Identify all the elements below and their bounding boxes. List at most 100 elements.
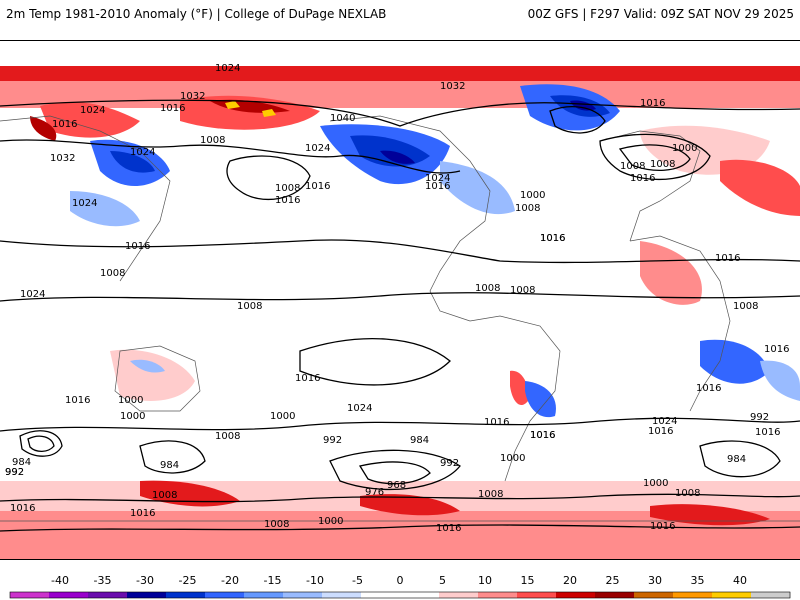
isobar-label: 1008 [152, 490, 177, 501]
south-america-coast [469, 315, 561, 482]
legend-bar-outline [9, 591, 791, 599]
isobar-label: 1008 [675, 488, 700, 499]
legend-color-swatch [244, 592, 284, 598]
isobar-label: 1016 [715, 253, 740, 264]
isobar-label: 1016 [640, 98, 665, 109]
legend-color-swatch [361, 592, 401, 598]
middle-east-warm [720, 159, 800, 216]
isobar-1016-antarctic [0, 524, 800, 532]
map-panel[interactable]: 1024 1032 1016 1008 1040 1024 1016 1032 … [0, 40, 800, 560]
color-legend: -40 -35 -30 -25 -20 -15 -10 -5 0 5 10 15 20 25 30 35 40 [0, 570, 800, 600]
legend-color-swatch [517, 592, 557, 598]
isobar-label: 1008 [620, 161, 645, 172]
siberia-extreme-warm [225, 101, 240, 109]
isobar-label: 1040 [330, 113, 355, 124]
siberia-extreme-warm-2 [262, 109, 276, 117]
isobar-968-south-pacific [358, 461, 431, 485]
isobar-label: 992 [750, 412, 769, 423]
isobar-label: 976 [365, 487, 384, 498]
isobar-label: 1016 [764, 344, 789, 355]
isobar-label: 1016 [530, 430, 555, 441]
isobar-label: 1000 [500, 453, 525, 464]
north-america-extreme-cold [380, 150, 415, 164]
isobar-label: 1000 [318, 516, 343, 527]
isobar-label: 1024 [20, 289, 45, 300]
legend-color-swatch [49, 592, 89, 598]
legend-tick-label: -5 [352, 574, 363, 587]
isobar-label: 1016 [540, 233, 565, 244]
isobar-label: 1016 [125, 241, 150, 252]
isobar-label: 1016 [130, 508, 155, 519]
europe-coast [599, 130, 701, 242]
isobar-label: 1024 [130, 147, 155, 158]
legend-tick-label: -25 [179, 574, 197, 587]
anomaly-map[interactable]: 1024 1032 1016 1008 1040 1024 1016 1032 … [0, 41, 800, 559]
header: 2m Temp 1981-2010 Anomaly (°F) | College… [0, 0, 800, 30]
china-cool [70, 191, 140, 227]
legend-color-swatch [439, 592, 479, 598]
isobar-1016-north [0, 139, 461, 174]
isobar-label: 1008 [478, 489, 503, 500]
isobar-1008-pacific [226, 155, 311, 201]
isobar-label: 1016 [696, 383, 721, 394]
isobar-label: 1008 [100, 268, 125, 279]
isobar-label: 1032 [440, 81, 465, 92]
isobar-label: 992 [5, 467, 24, 478]
legend-tick-label: 35 [691, 574, 705, 587]
isobar-label: 1032 [180, 91, 205, 102]
isobar-label: 1008 [275, 183, 300, 194]
isobar-label: 1000 [270, 411, 295, 422]
isobar-label: 1008 [264, 519, 289, 530]
legend-tick-label: -20 [221, 574, 239, 587]
legend-tick-label: 10 [478, 574, 492, 587]
legend-tick-label: 30 [648, 574, 662, 587]
legend-color-swatch [712, 592, 752, 598]
isobar-label: 1016 [755, 427, 780, 438]
isobar-984-east [699, 440, 781, 478]
isobar-label: 1024 [652, 416, 677, 427]
isobar-1008-antarctic [0, 493, 800, 503]
isobar-984-south-pacific [329, 449, 461, 490]
isobar-labels: 1024 1032 1016 1008 1040 1024 1016 1032 … [5, 63, 789, 534]
isobar-label: 1016 [65, 395, 90, 406]
isobar-label: 1016 [52, 119, 77, 130]
legend-color-swatch [673, 592, 713, 598]
antarctic-strong-warm-1 [140, 480, 240, 507]
legend-tick-label: 0 [397, 574, 404, 587]
map-title: 2m Temp 1981-2010 Anomaly (°F) | College… [6, 7, 387, 21]
isobar-label: 1008 [515, 203, 540, 214]
isobar-1024-south-pacific [299, 338, 451, 386]
isobar-label: 984 [727, 454, 746, 465]
australia-cool [130, 359, 165, 373]
legend-tick-label: 15 [521, 574, 535, 587]
isobar-label: 1016 [630, 173, 655, 184]
isobar-label: 968 [387, 480, 406, 491]
isobar-label: 1008 [215, 431, 240, 442]
isobar-label: 1024 [347, 403, 372, 414]
isobar-label: 1000 [643, 478, 668, 489]
legend-tick-label: -15 [264, 574, 282, 587]
isobar-label: 1008 [200, 135, 225, 146]
legend-color-swatch [166, 592, 206, 598]
isobar-label: 1008 [650, 159, 675, 170]
isobar-1024-north [0, 99, 800, 127]
isobar-label: 1016 [10, 503, 35, 514]
siberia-warm [180, 95, 320, 130]
legend-tick-label: -40 [51, 574, 69, 587]
isobar-1008-equator [0, 292, 800, 302]
north-america-coast [329, 115, 491, 322]
isobar-label: 1016 [650, 521, 675, 532]
isobar-label: 1016 [425, 181, 450, 192]
isobar-label: 992 [440, 458, 459, 469]
alaska-warm [40, 101, 140, 138]
isobar-label: 1000 [672, 143, 697, 154]
legend-tick-label: 5 [439, 574, 446, 587]
alaska-strong-warm [30, 116, 57, 141]
isobar-1000-atlantic [599, 133, 711, 181]
isobar-label: 1016 [540, 233, 565, 244]
isobar-low-southwest-inner [27, 435, 55, 453]
isobar-label: 1016 [530, 430, 555, 441]
isobar-1016-subtropics [0, 239, 800, 264]
isobar-label: 1000 [118, 395, 143, 406]
